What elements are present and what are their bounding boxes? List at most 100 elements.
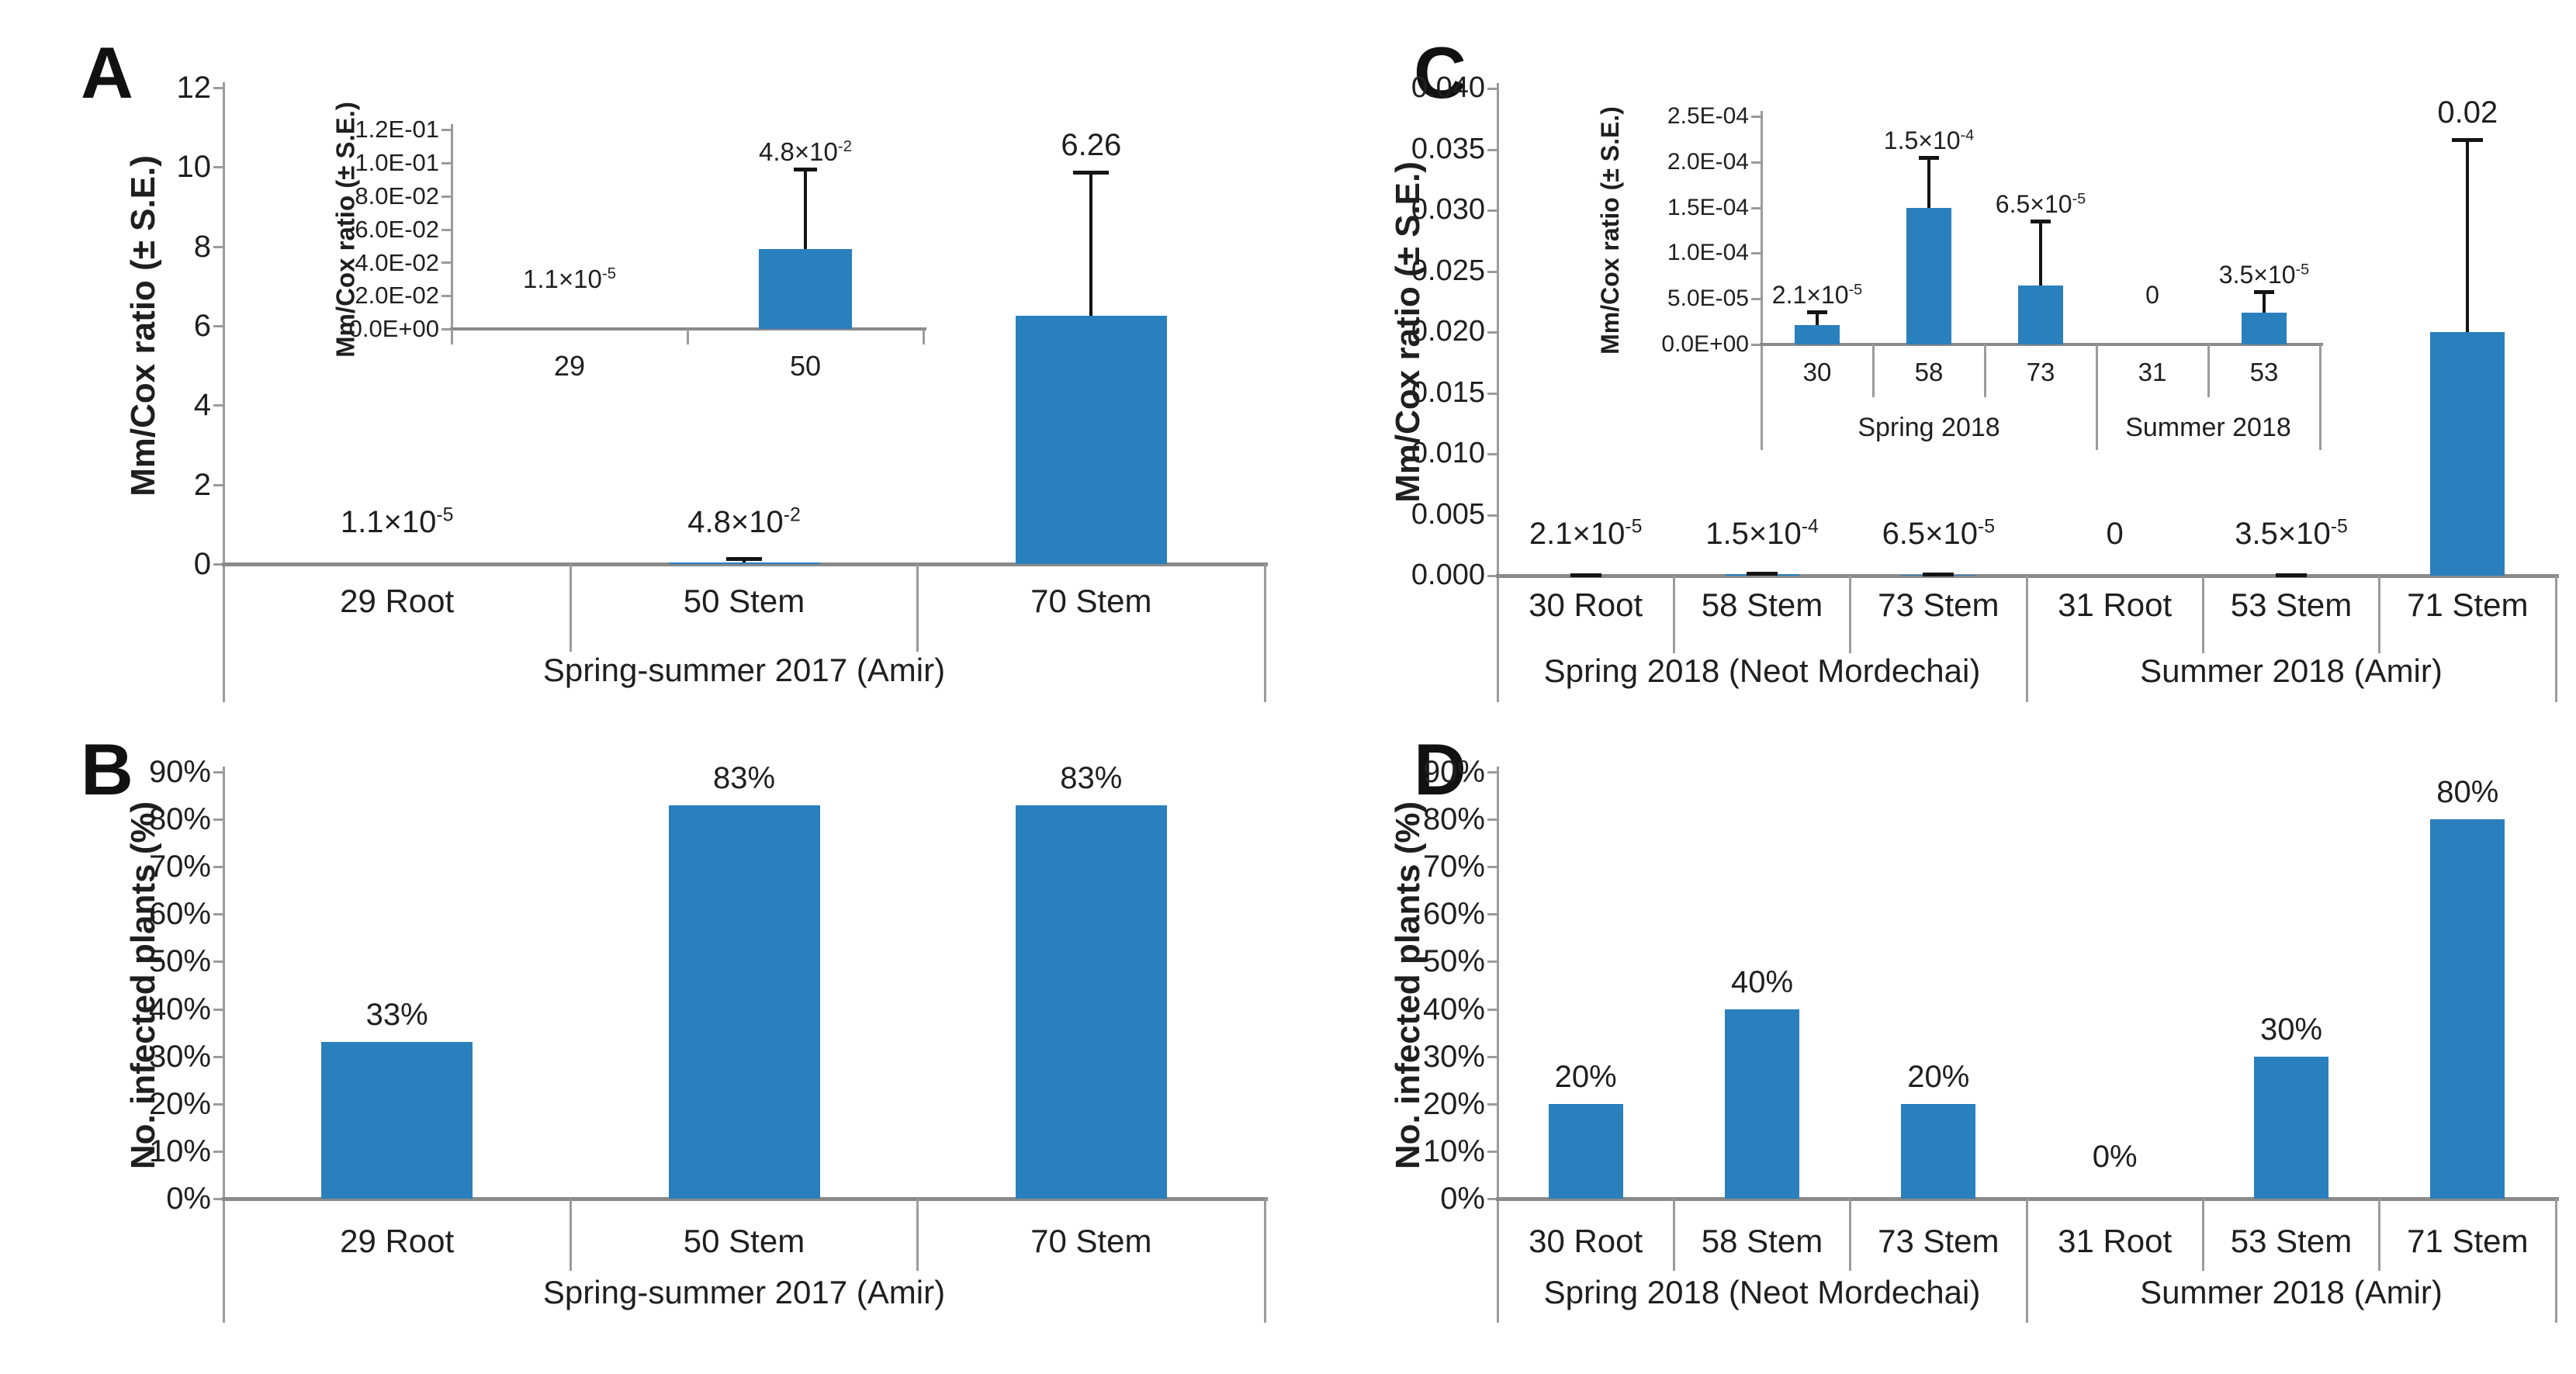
category-separator [1983,344,1986,397]
y-tick-label: 0.0E+00 [1661,331,1749,357]
category-separator [1849,576,1852,653]
y-tick-mark [213,866,223,869]
group-label: Summer 2018 (Amir) [2140,1273,2443,1310]
bar [321,1042,473,1199]
category-label: 73 Stem [1878,1222,2000,1259]
y-tick-mark [1487,575,1497,577]
y-tick-mark [213,325,223,327]
y-tick-label: 0% [166,1182,211,1216]
superscript: -5 [1978,516,1996,538]
panel-c-letter: C [1414,32,1466,113]
category-label: 53 Stem [2230,1222,2353,1259]
y-tick-label: 2.5E-04 [1667,103,1749,129]
category-label: 50 Stem [683,1222,805,1259]
y-tick-mark [1487,148,1497,151]
y-tick-label: 0 [193,547,211,581]
value-label: 6.5×10-5 [1882,516,1996,551]
y-tick-label: 0.035 [1411,132,1485,165]
superscript: -5 [1625,516,1643,538]
group-boundary-line [2095,344,2098,450]
category-separator [2207,344,2210,397]
y-tick-mark [1487,819,1497,822]
y-tick-mark [213,166,223,169]
y-tick-mark [213,1102,223,1106]
x-axis-line [1760,343,2323,346]
y-tick-label: 20% [148,1086,211,1121]
superscript: -5 [601,265,617,282]
value-label: 83% [712,760,776,795]
y-tick-mark [1751,298,1761,301]
y-tick-mark [1751,344,1761,346]
y-tick-label: 60% [148,897,211,932]
x-axis-line [222,562,1268,566]
bar [1906,207,1951,344]
group-label: Summer 2018 [2125,412,2291,442]
superscript: -4 [1960,126,1975,144]
y-tick-label: 6.0E-02 [355,215,439,243]
y-tick-label: 8.0E-02 [355,182,439,209]
value-label: 0 [2145,281,2159,309]
y-tick-mark [213,404,223,407]
superscript: -4 [1801,516,1819,538]
y-tick-mark [213,245,223,248]
error-bar-cap [1747,571,1778,576]
bar [759,249,852,329]
error-bar-cap [1807,310,1827,314]
error-bar-line [2263,291,2266,313]
category-label: 73 Stem [1878,586,2000,623]
y-tick-label: 0% [1440,1182,1485,1216]
y-tick-mark [1751,161,1761,164]
value-label: 1.5×10-4 [1883,126,1975,154]
y-tick-mark [1487,866,1497,869]
group-boundary-line [2025,576,2028,702]
category-separator [1672,1199,1675,1271]
group-boundary-line [2554,576,2557,702]
y-tick-label: 0.005 [1411,497,1485,531]
value-label: 1.5×10-4 [1705,516,1819,551]
group-boundary-line [2554,1199,2557,1323]
category-label: 70 Stem [1030,1222,1152,1259]
category-separator [2378,1199,2381,1271]
error-bar-cap [2254,289,2274,294]
category-separator [2201,1199,2204,1271]
y-tick-label: 0.0E+00 [348,315,439,343]
bar [1548,1103,1623,1199]
error-bar-line [1816,311,1819,326]
y-tick-label: 0.020 [1411,315,1485,348]
y-tick-mark [1487,453,1497,455]
value-label: 0.02 [2437,95,2498,130]
category-separator [916,564,919,652]
category-label: 58 [1914,358,1944,387]
y-tick-label: 5.0E-05 [1667,286,1749,312]
superscript: -5 [436,504,454,526]
error-bar-cap [794,168,817,172]
panel-d-letter: D [1414,729,1466,810]
y-tick-label: 90% [148,755,211,789]
value-label: 6.26 [1061,128,1122,163]
y-tick-mark [441,195,452,198]
category-separator [569,1199,572,1271]
y-tick-label: 10 [176,150,212,185]
category-label: 53 Stem [2230,586,2353,623]
error-bar-line [1089,172,1093,316]
y-tick-mark [1487,514,1497,517]
category-label: 58 Stem [1701,586,1823,623]
bar [668,805,820,1199]
category-label: 73 [2026,358,2055,387]
y-tick-mark [213,1150,223,1153]
y-tick-label: 0.000 [1411,559,1485,592]
y-tick-mark [441,228,452,231]
y-tick-mark [441,261,452,265]
value-label: 80% [2436,775,2499,810]
error-bar-line [1927,157,1930,208]
value-label: 20% [1907,1059,1970,1094]
category-separator [916,1199,919,1271]
y-axis-line [451,124,453,329]
error-bar-cap [2276,573,2307,578]
y-tick-mark [213,771,223,774]
bar [2254,1056,2328,1199]
y-tick-mark [1487,1055,1497,1058]
y-axis-line [1497,767,1499,1323]
category-label: 70 Stem [1030,582,1152,619]
y-axis-title: Mm/Cox ratio (± S.E.) [1596,106,1624,355]
